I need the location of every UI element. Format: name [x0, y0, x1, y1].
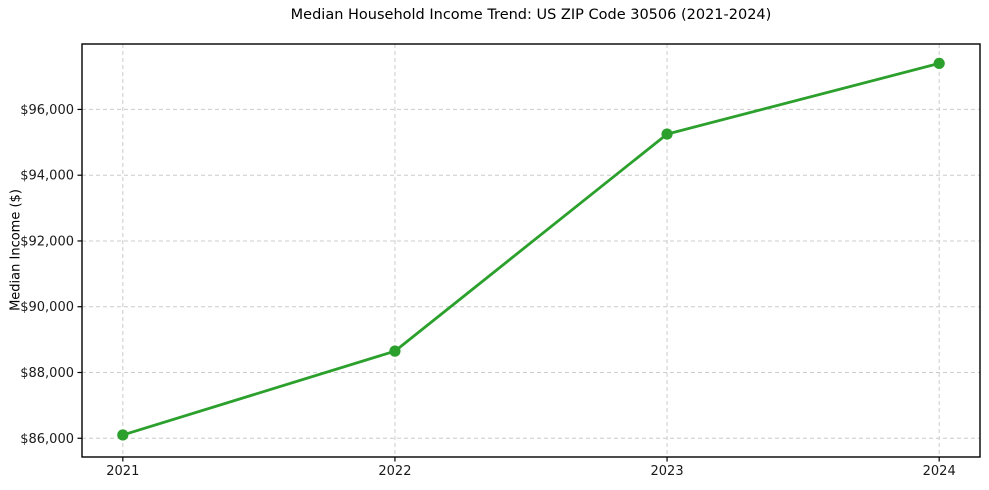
y-tick-label: $94,000 — [20, 169, 74, 184]
y-tick-label: $92,000 — [20, 234, 74, 249]
trend-line — [121, 62, 941, 437]
x-tick-label: 2022 — [378, 464, 411, 479]
y-axis-label: Median Income ($) — [8, 189, 24, 311]
data-point — [933, 57, 945, 70]
data-point — [117, 429, 129, 441]
x-tick-label: 2021 — [106, 464, 139, 479]
plot-border — [81, 43, 981, 458]
x-tick-label: 2023 — [651, 464, 684, 479]
data-point — [389, 345, 401, 357]
y-tick-label: $86,000 — [20, 432, 74, 447]
chart-title: Median Household Income Trend: US ZIP Co… — [290, 7, 772, 23]
data-point — [661, 128, 673, 140]
y-tick-label: $96,000 — [20, 103, 74, 118]
y-tick-label: $90,000 — [20, 300, 74, 315]
y-tick-label: $88,000 — [20, 366, 74, 381]
x-tick-label: 2024 — [923, 464, 956, 479]
